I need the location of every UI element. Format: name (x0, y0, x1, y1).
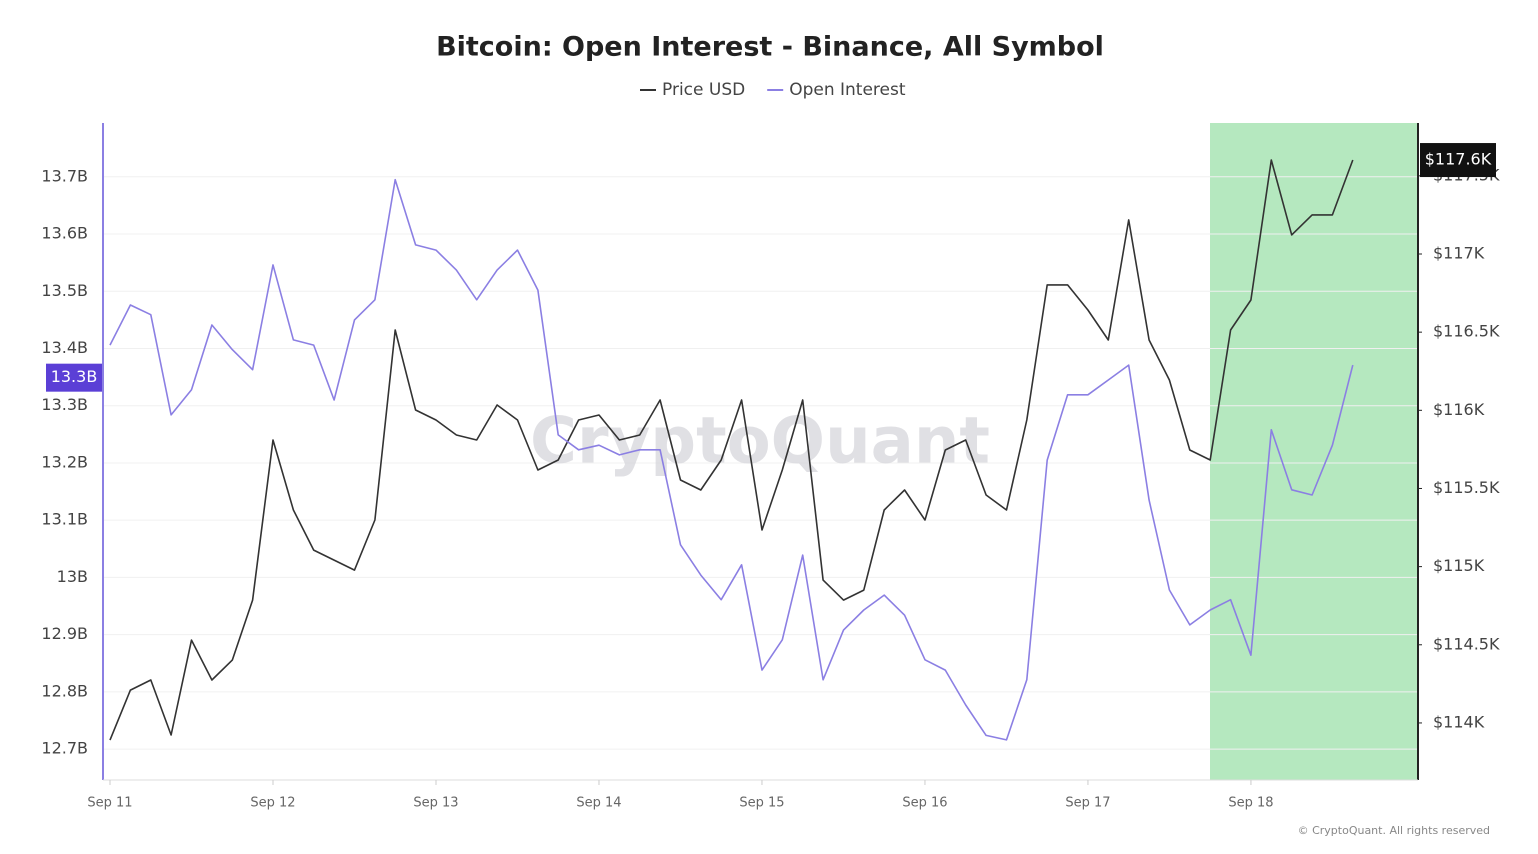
legend-label: Open Interest (789, 80, 906, 100)
y-tick-label: 12.9B (41, 624, 88, 643)
y-tick-label: 12.8B (41, 681, 88, 700)
y-tick-label: 13.3B (41, 395, 88, 414)
y-tick-label: 13B (57, 567, 88, 586)
y2-tick-label: $116.5K (1433, 322, 1500, 341)
y-tick-label: 12.7B (41, 739, 88, 758)
x-tick-label: Sep 14 (576, 796, 621, 811)
y2-tick-label: $114.5K (1433, 634, 1500, 653)
y2-tick-label: $114K (1433, 712, 1485, 731)
y-tick-label: 13.4B (41, 338, 88, 357)
x-tick-label: Sep 15 (739, 796, 784, 811)
x-tick-label: Sep 11 (87, 796, 132, 811)
legend-label: Price USD (662, 80, 745, 100)
x-tick-label: Sep 17 (1065, 796, 1110, 811)
chart-title: Bitcoin: Open Interest - Binance, All Sy… (436, 32, 1104, 63)
x-tick-label: Sep 18 (1228, 796, 1273, 811)
x-tick-label: Sep 12 (250, 796, 295, 811)
y-tick-label: 13.1B (41, 510, 88, 529)
watermark: CryptoQuant (530, 405, 990, 479)
price-marker-box (1420, 143, 1496, 178)
copyright: © CryptoQuant. All rights reserved (1298, 824, 1490, 837)
price-marker-label: $117.6K (1425, 150, 1492, 169)
series-line (109, 159, 1354, 741)
y2-tick-label: $116K (1433, 400, 1485, 419)
y2-tick-label: $115K (1433, 556, 1485, 575)
x-tick-label: Sep 13 (413, 796, 458, 811)
x-tick-label: Sep 16 (902, 796, 947, 811)
y2-tick-label: $117K (1433, 243, 1485, 262)
y-tick-label: 13.5B (41, 281, 88, 300)
y2-tick-label: $115.5K (1433, 478, 1500, 497)
highlight-region (1210, 123, 1418, 780)
y-tick-label: 13.7B (41, 166, 88, 185)
y-tick-label: 13.2B (41, 452, 88, 471)
series-line (109, 178, 1354, 741)
y-tick-label: 13.6B (41, 224, 88, 243)
oi-marker-box (46, 363, 102, 392)
oi-marker-label: 13.3B (51, 367, 98, 386)
